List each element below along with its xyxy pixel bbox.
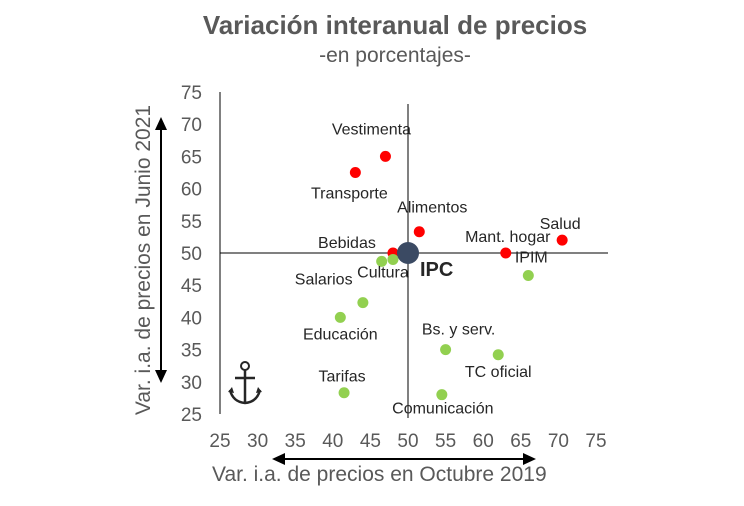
x-tick-labels: 25 30 35 40 45 50 55 60 65 70 75 [209, 431, 606, 452]
x-tick-label: 45 [360, 431, 381, 452]
x-tick-label: 50 [397, 431, 418, 452]
y-tick-label: 35 [181, 341, 202, 362]
x-axis-label: Var. i.a. de precios en Octubre 2019 [212, 463, 547, 486]
point-label-alimentos: Alimentos [397, 200, 467, 217]
x-tick-label: 70 [548, 431, 569, 452]
y-tick-label: 65 [181, 147, 202, 168]
data-points [334, 150, 568, 401]
data-point-educación [334, 311, 346, 323]
point-label-ipim: IPIM [515, 250, 548, 267]
data-point-ipc [397, 242, 419, 264]
y-tick-label: 40 [181, 308, 202, 329]
axis-arrows [155, 117, 536, 465]
data-point-tc-oficial [492, 349, 504, 361]
y-tick-label: 30 [181, 373, 202, 394]
x-tick-label: 30 [247, 431, 268, 452]
data-point-cultura [387, 253, 399, 265]
x-tick-label: 65 [510, 431, 531, 452]
x-tick-label: 75 [585, 431, 606, 452]
point-label-tc-oficial: TC oficial [465, 364, 532, 381]
data-point-vestimenta [379, 150, 391, 162]
arrow-right-icon [523, 453, 536, 465]
point-label-cultura: Cultura [357, 264, 409, 281]
arrow-left-icon [272, 453, 285, 465]
y-tick-labels: 25 30 35 40 45 50 55 60 65 70 75 [181, 83, 202, 426]
point-label-vestimenta: Vestimenta [332, 121, 411, 138]
point-label-salud: Salud [540, 216, 581, 233]
x-tick-label: 40 [322, 431, 343, 452]
y-tick-label: 25 [181, 405, 202, 426]
data-point-salarios [376, 255, 388, 267]
data-point-tarifas [338, 387, 350, 399]
y-tick-label: 60 [181, 180, 202, 201]
data-point-salud [556, 234, 568, 246]
x-tick-label: 55 [435, 431, 456, 452]
y-tick-label: 50 [181, 244, 202, 265]
data-point-mant-hogar [500, 247, 512, 259]
chart-subtitle: -en porcentajes- [319, 44, 471, 67]
data-point-alimentos [413, 226, 425, 238]
point-label-salarios: Salarios [295, 271, 353, 288]
data-point-comunicación [436, 389, 448, 401]
point-label-ipc: IPC [420, 259, 453, 281]
point-label-bs-y-serv-: Bs. y serv. [422, 322, 496, 339]
point-label-educación: Educación [303, 326, 378, 343]
point-labels: Vestimenta Transporte Alimentos SaludMant. … [295, 121, 581, 417]
point-label-bebidas: Bebidas [318, 235, 376, 252]
point-label-transporte: Transporte [311, 186, 388, 203]
data-point-ipim [522, 270, 534, 282]
point-label-comunicación: Comunicación [392, 401, 493, 418]
data-point-unlabeled [357, 297, 369, 309]
point-label-tarifas: Tarifas [319, 369, 366, 386]
arrow-down-icon [155, 370, 167, 383]
data-point-bs-y-serv- [440, 344, 452, 356]
y-tick-label: 45 [181, 276, 202, 297]
y-tick-label: 55 [181, 212, 202, 233]
x-tick-label: 35 [285, 431, 306, 452]
y-tick-label: 70 [181, 115, 202, 136]
x-tick-label: 60 [473, 431, 494, 452]
y-tick-label: 75 [181, 83, 202, 104]
x-tick-label: 25 [209, 431, 230, 452]
arrow-up-icon [155, 117, 167, 130]
data-point-transporte [349, 167, 361, 178]
chart-title: Variación interanual de precios [202, 10, 588, 40]
point-label-mant-hogar: Mant. hogar [465, 229, 551, 246]
anchor-icon [228, 361, 262, 405]
